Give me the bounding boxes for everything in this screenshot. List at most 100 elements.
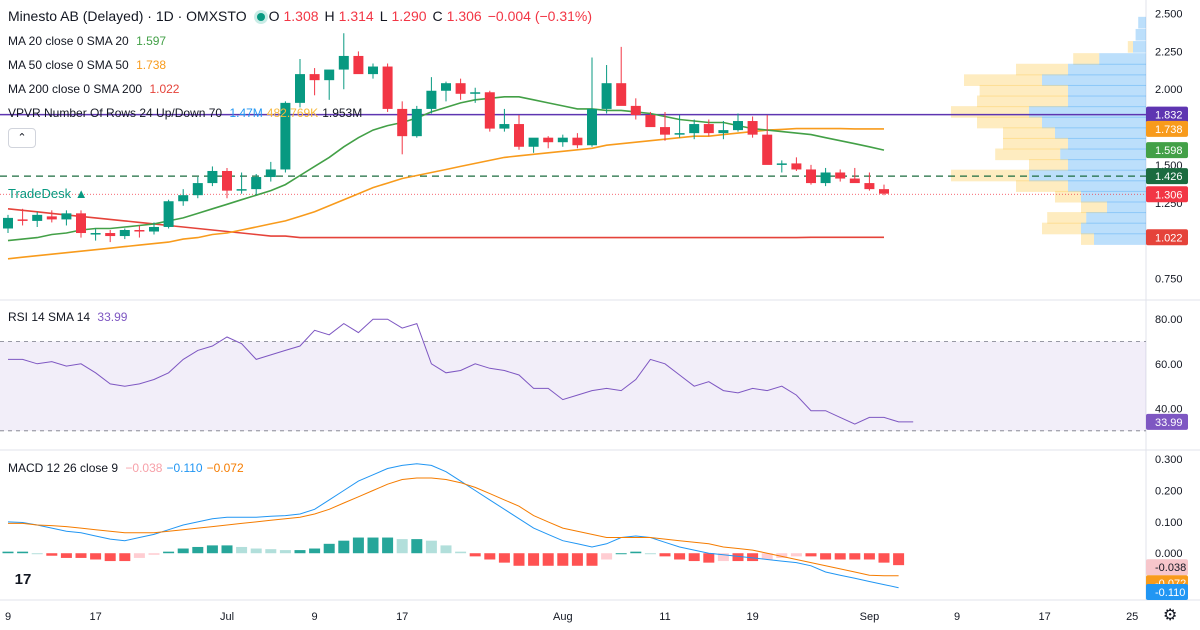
- vpvr-up-bar: [1107, 201, 1146, 214]
- macd-hist-bar: [396, 539, 408, 554]
- candle: [776, 160, 787, 173]
- vpvr-down-bar: [995, 148, 1061, 161]
- macd-tick-label: 0.300: [1155, 454, 1183, 466]
- candle-body: [207, 170, 218, 184]
- candle: [791, 157, 802, 171]
- candle-body: [265, 169, 276, 178]
- candle-body: [90, 233, 101, 235]
- macd-hist-bar: [834, 553, 846, 560]
- vpvr-up-bar: [1068, 84, 1146, 97]
- price-label-text: 1.306: [1155, 189, 1183, 201]
- candle: [484, 90, 495, 132]
- vpvr-histogram: [951, 16, 1146, 245]
- macd-hist-bar: [206, 545, 218, 554]
- macd-hist-bar: [31, 553, 43, 555]
- macd-hist-bar: [615, 553, 627, 555]
- rsi-tick-label: 60.00: [1155, 359, 1183, 371]
- tradedesk-badge[interactable]: TradeDesk ▲: [8, 186, 88, 201]
- candle-body: [835, 172, 846, 179]
- candle: [32, 211, 43, 227]
- candle-body: [134, 230, 145, 232]
- candle-body: [251, 177, 262, 190]
- candle-body: [572, 137, 583, 146]
- vpvr-down-bar: [1081, 201, 1107, 214]
- price-label-box: [1146, 168, 1188, 185]
- macd-hist-bar: [338, 540, 350, 554]
- collapse-legend-button[interactable]: ⌃: [8, 128, 36, 148]
- candle-body: [762, 134, 773, 165]
- candle-body: [455, 83, 466, 94]
- candle-body: [338, 55, 349, 70]
- candle: [192, 177, 203, 199]
- candle: [3, 214, 13, 234]
- candle-body: [17, 219, 28, 221]
- macd-hist-bar: [265, 549, 277, 554]
- vpvr-up-bar: [1060, 148, 1146, 161]
- price-label-box: [1146, 106, 1188, 123]
- candle-body: [426, 90, 437, 109]
- macd-hist-bar: [192, 546, 204, 554]
- vpvr-up-bar: [1042, 116, 1146, 129]
- macd-hist-bar: [863, 553, 875, 560]
- candle: [90, 228, 101, 241]
- candle-body: [32, 214, 43, 221]
- candle-body: [411, 108, 422, 137]
- gear-icon[interactable]: ⚙: [1163, 607, 1178, 624]
- vpvr-down-bar: [1016, 63, 1068, 76]
- legend-ma20[interactable]: MA 20 close 0 SMA 20 1.597: [8, 34, 167, 48]
- macd-label-box: [1146, 584, 1188, 600]
- candle: [455, 78, 466, 100]
- candle: [630, 98, 641, 120]
- candle: [864, 172, 875, 191]
- legend-ma50[interactable]: MA 50 close 0 SMA 50 1.738: [8, 58, 167, 72]
- macd-line: [7, 463, 899, 589]
- candle: [368, 63, 378, 79]
- candle: [178, 189, 189, 206]
- macd-hist-bar: [542, 553, 554, 566]
- legend-ma200[interactable]: MA 200 close 0 SMA 200 1.022: [8, 82, 180, 96]
- vpvr-down-bar: [1081, 233, 1094, 245]
- candle-body: [806, 169, 816, 184]
- macd-hist-bar: [411, 539, 423, 554]
- vpvr-up-bar: [1086, 212, 1146, 224]
- tradingview-logo[interactable]: 17: [8, 568, 38, 592]
- candle-body: [879, 189, 889, 194]
- time-tick-label: Sep: [860, 611, 880, 623]
- candle-body: [601, 83, 612, 109]
- candle-body: [105, 233, 116, 237]
- macd-hist-bar: [893, 553, 905, 566]
- macd-hist-bar: [747, 553, 759, 562]
- candle: [338, 33, 349, 90]
- price-label-text: 1.832: [1155, 110, 1183, 122]
- vpvr-up-bar: [1042, 74, 1146, 86]
- candle: [762, 114, 773, 165]
- price-label-box: [1146, 142, 1188, 159]
- candle: [645, 111, 656, 128]
- price-tick-label: 2.000: [1155, 84, 1183, 96]
- legend-macd[interactable]: MACD 12 26 close 9 −0.038 −0.110 −0.072: [8, 461, 244, 475]
- candle-body: [236, 189, 247, 191]
- symbol-title[interactable]: Minesto AB (Delayed) · 1D · OMXSTO: [8, 8, 247, 24]
- candle-body: [149, 226, 159, 232]
- price-tick-label: 0.750: [1155, 273, 1183, 285]
- legend-vpvr[interactable]: VPVR Number Of Rows 24 Up/Down 70 1.47M 4…: [8, 106, 363, 120]
- candle: [689, 119, 700, 140]
- vpvr-down-bar: [979, 84, 1068, 97]
- candle: [163, 199, 174, 229]
- candle: [806, 164, 816, 185]
- candle: [616, 46, 627, 106]
- candle: [426, 77, 437, 114]
- macd-hist-bar: [455, 551, 467, 554]
- macd-hist-bar: [644, 553, 656, 555]
- candle-body: [61, 213, 72, 220]
- candle: [820, 167, 831, 187]
- candle-body: [718, 130, 729, 134]
- macd-hist-bar: [557, 553, 569, 566]
- macd-hist-bar: [60, 553, 72, 558]
- legend-rsi[interactable]: RSI 14 SMA 14 33.99: [8, 310, 128, 324]
- macd-hist-bar: [513, 553, 525, 566]
- vpvr-up-bar: [1138, 16, 1146, 29]
- vpvr-up-bar: [1068, 95, 1146, 108]
- candle-body: [864, 183, 875, 190]
